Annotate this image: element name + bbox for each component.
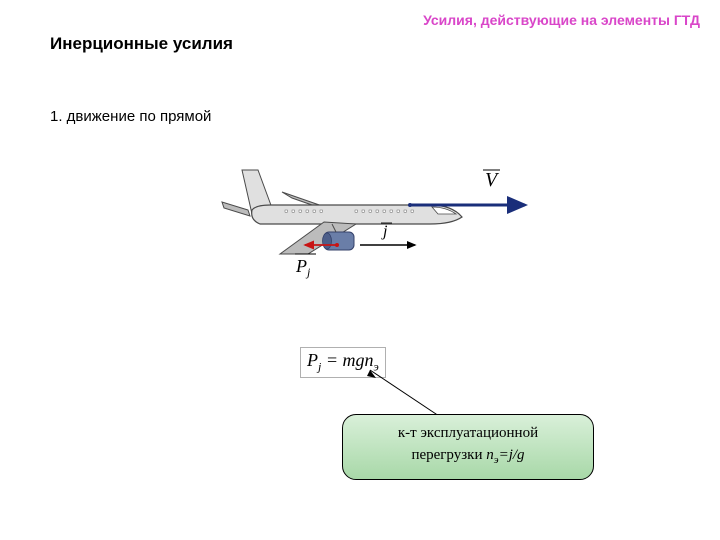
vector-j: j (360, 223, 415, 245)
callout-box: к-т эксплуатационной перегрузки nэ=j/g (342, 414, 594, 480)
header-right-text: Усилия, действующие на элементы ГТД (423, 12, 700, 28)
vector-v: V (408, 169, 525, 207)
airplane-diagram: V j Pj (200, 150, 540, 300)
formula-rhs: = mgnэ (326, 350, 379, 370)
svg-text:j: j (381, 223, 388, 240)
subtitle-text: 1. движение по прямой (50, 108, 211, 125)
svg-text:V: V (485, 169, 500, 191)
svg-text:Pj: Pj (295, 256, 311, 279)
formula-box: Pj = mgnэ (300, 347, 386, 378)
page-title: Инерционные усилия (50, 34, 233, 54)
callout-line1: к-т эксплуатационной (353, 423, 583, 445)
formula-lhs: Pj (307, 350, 321, 370)
airplane-shape (222, 170, 462, 254)
callout-line2: перегрузки nэ=j/g (353, 445, 583, 469)
